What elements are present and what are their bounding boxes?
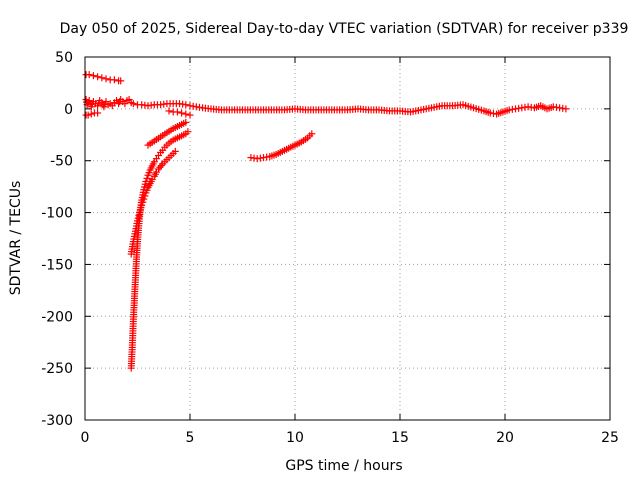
data-point-segment-main [129,100,137,108]
data-point-segment-short-branch [182,110,190,118]
data-point-segment-low-start [87,110,95,118]
data-point-segment-dip-left [184,128,192,136]
plot-frame [84,56,611,421]
data-point-segment-dip-right [157,162,165,170]
x-tick-label: 25 [601,430,619,446]
x-tick-label: 0 [81,430,90,446]
y-tick-label: -50 [50,154,73,170]
data-point-segment-upper [117,77,125,85]
data-point-segment-dip-right [138,201,146,209]
x-tick-label: 5 [186,430,195,446]
y-axis-title: SDTVAR / TECUs [8,181,24,296]
data-point-segment-late-branch [308,130,316,138]
data-point-segment-upper [85,71,93,79]
data-point-segment-low-start [94,109,102,117]
data-point-segment-dip-right [140,195,148,203]
data-point-segment-main [182,101,190,109]
data-point-segment-short-branch [178,109,186,117]
y-tick-label: -200 [41,309,73,325]
x-tick-label: 10 [286,430,304,446]
data-points [82,71,570,372]
data-point-segment-dip-right [139,198,147,206]
ticks: 0 5 10 15 20 25 50 0 -50 -100 -150 -200 -250 -300 [41,50,619,446]
y-tick-label: 0 [64,102,73,118]
data-point-segment-short-branch [165,107,173,115]
data-point-segment-main [562,105,570,113]
x-axis-title: GPS time / hours [285,458,402,474]
y-tick-label: -250 [41,361,73,377]
x-tick-label: 20 [496,430,514,446]
data-point-segment-short-branch [173,108,181,116]
data-point-segment-short-branch [186,111,194,119]
data-point-segment-upper [94,73,102,81]
data-point-segment-upper [98,74,106,82]
data-point-segment-rising-branch [182,118,190,126]
y-tick-label: -100 [41,206,73,222]
data-point-segment-upper [89,72,97,80]
data-point-segment-dip-right [171,147,179,155]
y-tick-label: 50 [55,50,73,66]
data-point-segment-dip-right [141,192,149,200]
data-point-segment-upper [110,76,118,84]
y-tick-label: -150 [41,257,73,273]
data-point-segment-upper [102,75,110,83]
data-point-segment-dip-left [143,174,151,182]
y-tick-label: -300 [41,413,73,429]
data-point-segment-low-start [84,111,92,119]
chart-title: Day 050 of 2025, Sidereal Day-to-day VTE… [60,21,629,37]
data-point-segment-near-zero-early [85,97,93,105]
x-tick-label: 15 [391,430,409,446]
